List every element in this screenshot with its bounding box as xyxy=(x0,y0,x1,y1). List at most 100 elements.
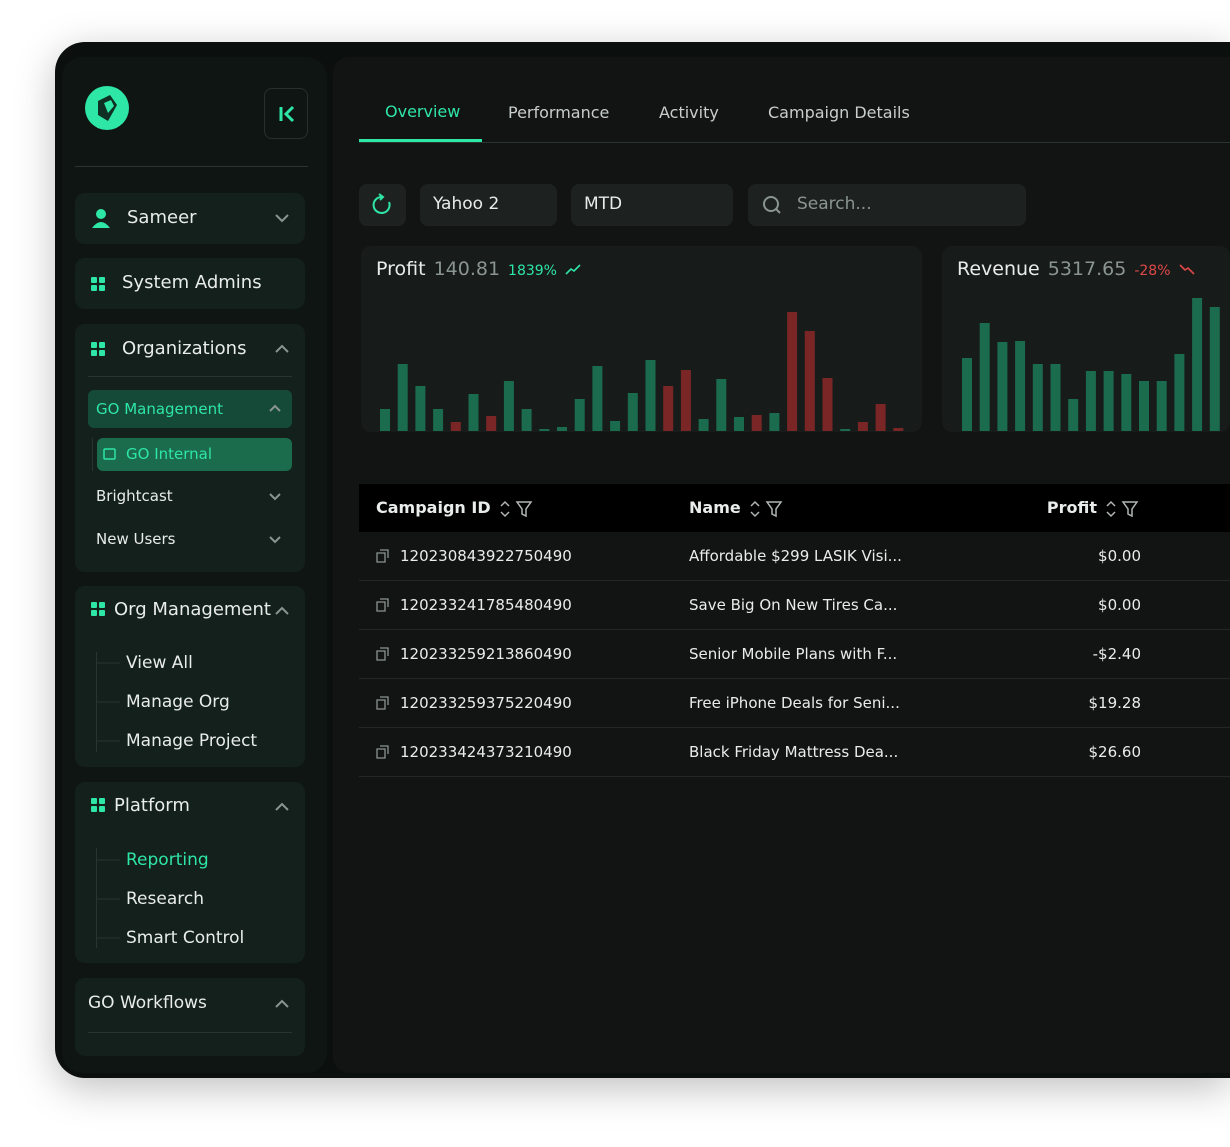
copy-icon xyxy=(376,696,389,710)
bar xyxy=(645,360,656,431)
trend-line xyxy=(565,264,581,275)
nav-label[interactable]: Smart Control xyxy=(126,928,245,948)
search-box[interactable] xyxy=(748,184,1026,226)
nav-group-title[interactable]: Organizations xyxy=(122,338,247,359)
tabs-divider xyxy=(359,142,1230,143)
bar xyxy=(769,413,780,431)
metric-head: Revenue 5317.65 -28% xyxy=(957,258,1195,280)
nav-label: GO Internal xyxy=(126,445,213,463)
bar xyxy=(1209,307,1220,431)
nav-label[interactable]: Reporting xyxy=(126,850,209,870)
column-header[interactable]: Name xyxy=(689,498,741,517)
search-placeholder: Search... xyxy=(797,194,872,214)
bar xyxy=(1103,371,1114,431)
nav-label: GO Management xyxy=(96,400,224,418)
nav-label[interactable]: View All xyxy=(126,653,193,673)
bar xyxy=(380,409,390,431)
refresh-button[interactable] xyxy=(359,184,406,226)
metric-value: 5317.65 xyxy=(1047,258,1127,280)
metric-label: Profit xyxy=(376,258,426,280)
column-header[interactable]: Profit xyxy=(1046,498,1097,517)
nav-group-title[interactable]: Platform xyxy=(114,795,190,816)
user-menu[interactable] xyxy=(75,193,305,244)
user-icon xyxy=(92,209,110,228)
user-name: Sameer xyxy=(127,207,197,228)
table-cell: 120233424373210490 xyxy=(400,743,572,761)
nav-group-title[interactable]: Org Management xyxy=(114,599,271,620)
tab[interactable]: Campaign Details xyxy=(768,103,910,122)
bar xyxy=(1121,374,1132,431)
bar xyxy=(433,409,444,431)
divider xyxy=(75,166,308,167)
table-cell: 120233259375220490 xyxy=(400,694,572,712)
table-cell: $19.28 xyxy=(1088,694,1142,712)
tab-underline xyxy=(359,139,482,142)
nav-label[interactable]: Manage Org xyxy=(126,692,230,712)
bar xyxy=(875,404,886,431)
copy-icon xyxy=(376,647,389,661)
nav-label[interactable]: Research xyxy=(126,889,204,909)
bar xyxy=(893,428,904,431)
bar xyxy=(1015,341,1026,431)
tab[interactable]: Performance xyxy=(508,103,610,122)
table-row xyxy=(359,630,1230,679)
nav-item[interactable] xyxy=(75,258,305,309)
metric-card xyxy=(361,246,922,432)
filter-icon xyxy=(515,501,533,518)
bar xyxy=(468,394,479,431)
source-value: Yahoo 2 xyxy=(433,194,500,214)
table-cell: $0.00 xyxy=(1098,547,1141,565)
bar xyxy=(521,409,532,431)
copy-shape xyxy=(376,745,389,759)
divider xyxy=(88,1032,292,1033)
bar xyxy=(592,366,603,431)
bar xyxy=(787,312,798,431)
nav-label[interactable]: New Users xyxy=(96,530,176,548)
table-row xyxy=(359,532,1230,581)
bar xyxy=(734,417,744,431)
metric-label: Revenue xyxy=(957,258,1040,280)
bar-chart xyxy=(962,298,1220,431)
bar xyxy=(804,331,815,431)
bar xyxy=(997,342,1008,431)
metric-card xyxy=(942,246,1230,432)
bar xyxy=(503,381,514,431)
nav-label[interactable]: Manage Project xyxy=(126,731,258,751)
table-cell: 120233259213860490 xyxy=(400,645,572,663)
logo[interactable] xyxy=(84,85,130,131)
bar xyxy=(1156,381,1167,431)
bar xyxy=(680,370,691,431)
nav-group xyxy=(75,978,305,1056)
copy-icon xyxy=(376,598,389,612)
sort-icon xyxy=(1106,500,1116,518)
bar xyxy=(557,427,567,431)
bar xyxy=(962,358,972,431)
nav-label[interactable]: Brightcast xyxy=(96,487,173,505)
bar xyxy=(840,429,851,431)
table-cell: $0.00 xyxy=(1098,596,1141,614)
bar xyxy=(539,429,550,431)
bar xyxy=(1085,371,1096,431)
trend-icon xyxy=(565,264,581,275)
tree-line xyxy=(92,438,93,471)
bar xyxy=(751,415,762,431)
nav-group-title[interactable]: GO Workflows xyxy=(88,993,207,1013)
tab[interactable]: Overview xyxy=(385,102,461,121)
nav-active[interactable] xyxy=(88,390,292,428)
divider xyxy=(88,376,292,377)
table-cell: Save Big On New Tires Ca... xyxy=(689,596,898,614)
collapse-button[interactable] xyxy=(264,88,308,139)
bar xyxy=(822,378,833,431)
nav-selected[interactable] xyxy=(97,438,292,471)
tab[interactable]: Activity xyxy=(659,103,719,122)
column-header[interactable]: Campaign ID xyxy=(376,498,491,517)
source-select[interactable] xyxy=(420,184,557,226)
bar xyxy=(1050,364,1061,431)
table-cell: Affordable $299 LASIK Visi... xyxy=(689,547,902,565)
table-cell: Senior Mobile Plans with F... xyxy=(689,645,898,663)
period-select[interactable] xyxy=(571,184,733,226)
sort-filter-icons xyxy=(1106,500,1139,518)
bar xyxy=(574,399,585,431)
sort-icon xyxy=(750,500,760,518)
bar xyxy=(663,386,674,431)
